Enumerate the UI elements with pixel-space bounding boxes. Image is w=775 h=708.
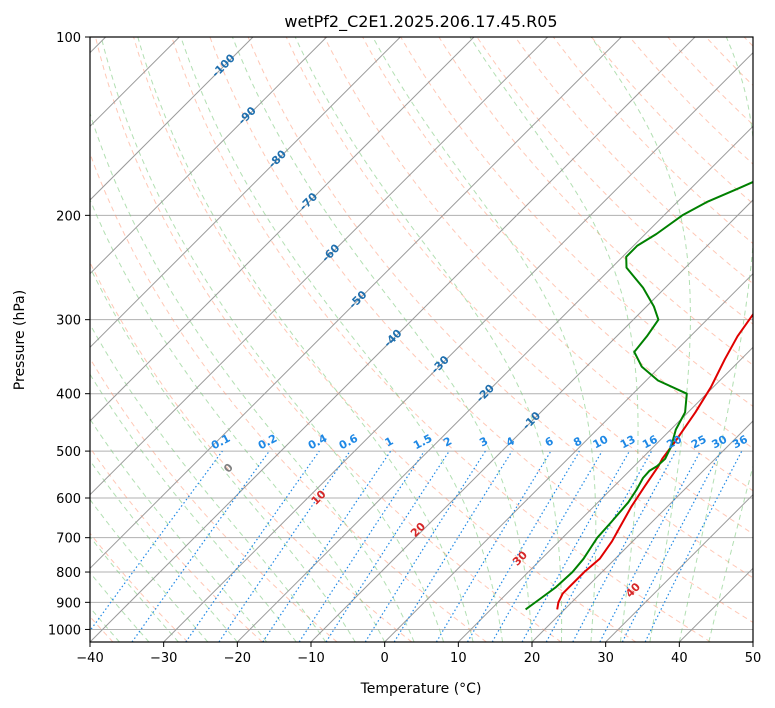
mixing-ratio-line [572,450,677,642]
mixing-ratio-line [131,450,270,642]
isotherm-line [236,125,753,642]
moist-adiabat [294,37,563,642]
dry-adiabat [247,37,753,579]
x-tick-label: −10 [297,651,324,666]
axes: −40 −30 −20 −10 0 10 20 30 40 50 100 200 300 400 500 60… [48,31,761,666]
isotherm-line [384,272,753,642]
moist-adiabat [90,535,179,642]
dry-adiabat [90,446,263,642]
dewpoint-line [525,180,753,611]
moist-adiabat [90,459,238,642]
isotherm-line [163,51,753,642]
mixing-ratio-label: 20 [664,433,684,452]
dry-adiabat [90,357,338,642]
temperature-line [556,312,753,610]
y-tick-label: 100 [56,31,81,46]
mixing-ratio-line [545,450,653,642]
moist-adiabat [469,37,639,642]
x-tick-label: 20 [524,651,541,666]
mixing-ratio-line [218,450,351,642]
moist-adiabat [90,418,268,642]
moist-adiabat [100,37,445,642]
x-tick-label: −20 [224,651,251,666]
isotherm-line [90,37,549,496]
mixing-ratio-line [90,450,223,632]
mixing-ratio-line [298,450,425,642]
mixing-ratio-line [325,450,450,642]
mixing-ratio-label: 36 [730,433,750,452]
isotherm-line [90,37,254,201]
mixing-ratio-label: 13 [618,433,638,452]
moist-adiabat [90,266,356,642]
dry-adiabat [209,37,753,623]
y-tick-label: 600 [56,492,81,507]
dry-adiabat [95,37,562,642]
moist-adiabat [590,37,691,642]
x-tick-label: 30 [597,651,614,666]
y-tick-label: 800 [56,566,81,581]
moist-adiabat [90,111,415,642]
mixing-ratio-line [262,450,392,642]
mixing-ratio-label: 30 [710,433,730,452]
moist-adiabat [90,198,386,642]
mixing-ratio-label: 10 [591,433,611,452]
isotherm-line [90,37,696,642]
mixing-ratio-line [393,450,513,642]
moist-adiabat [90,498,209,642]
mixing-ratio-label: 25 [689,433,709,452]
x-tick-label: 10 [450,651,467,666]
profile-lines [525,180,753,611]
background-lines [90,37,753,642]
x-tick-label: 0 [381,651,389,666]
chart-title: wetPf2_C2E1.2025.206.17.45.R05 [284,12,557,32]
isotherm-line [90,37,475,422]
mixing-ratio-line [185,450,320,642]
moist-adiabat [137,37,474,642]
dry-adiabat [514,37,753,285]
isotherm-line [90,37,401,349]
moist-adiabat [90,373,297,642]
isotherm-line [531,420,753,642]
dry-adiabat [171,37,711,642]
y-tick-label: 200 [56,209,81,224]
moist-adiabat [231,37,533,642]
isotherm-line [90,37,328,275]
y-tick-label: 1000 [48,623,81,638]
dry-adiabat [285,37,753,535]
isotherm-line [457,346,753,642]
dry-adiabat [438,37,753,366]
x-axis-label: Temperature (°C) [360,681,482,697]
mixing-ratio-label: 16 [640,433,660,452]
y-axis-label: Pressure (hPa) [12,290,28,390]
dry-adiabat [90,532,189,642]
y-tick-label: 400 [56,388,81,403]
mixing-ratio-line [521,450,631,642]
y-tick-label: 500 [56,445,81,460]
plot-frame [89,36,754,643]
moist-adiabat [372,37,597,642]
y-tick-label: 300 [56,314,81,329]
y-tick-label: 900 [56,596,81,611]
x-tick-label: −40 [76,651,103,666]
x-tick-label: 50 [745,651,762,666]
mixing-ratio-line [644,450,743,642]
isotherm-line [605,493,753,642]
isotherm-line [90,37,622,570]
x-tick-label: 40 [671,651,688,666]
moist-adiabat [180,37,503,642]
x-tick-label: −30 [150,651,177,666]
y-tick-label: 700 [56,532,81,547]
isotherm-line [310,199,753,642]
dry-adiabat [90,152,487,642]
moist-adiabat [90,323,327,642]
dry-adiabat [400,37,753,407]
